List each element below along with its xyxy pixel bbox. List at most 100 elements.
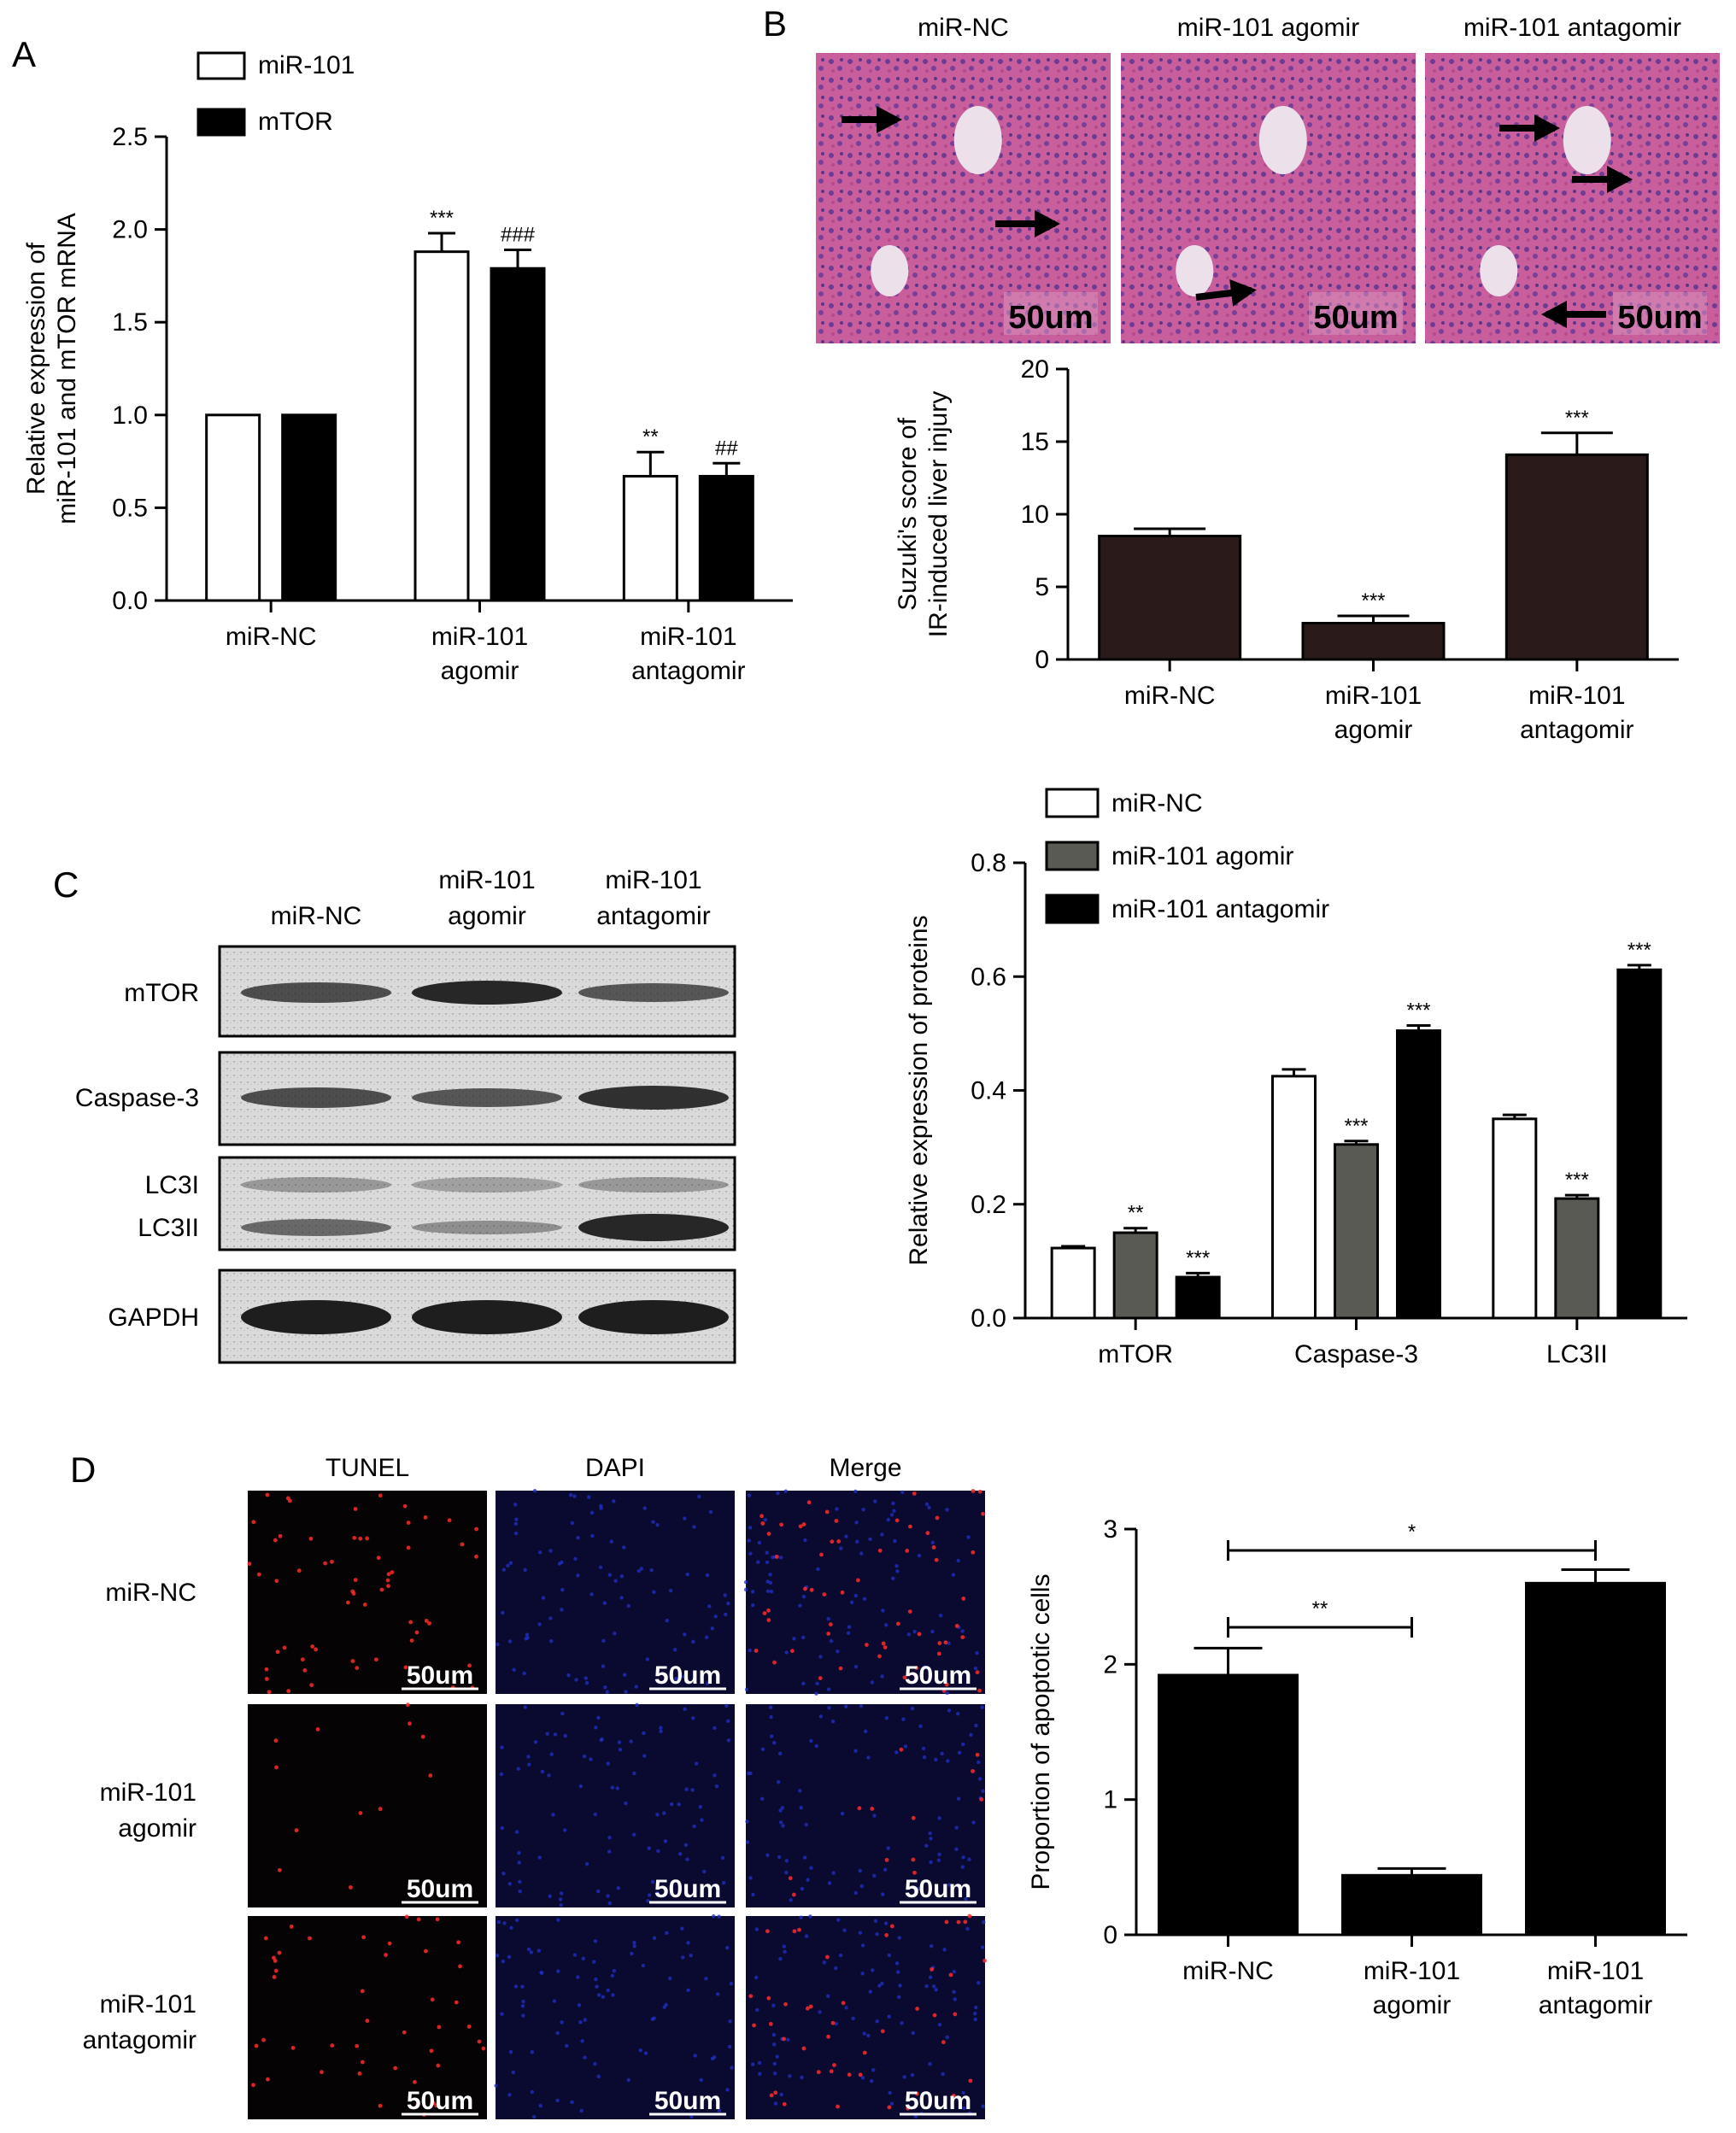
dapi-nucleus: [560, 1560, 564, 1565]
tunel-positive-cell: [774, 1555, 779, 1559]
dapi-nucleus: [501, 1872, 506, 1876]
bar: [1554, 1197, 1600, 1320]
tunel-positive-cell: [430, 1997, 435, 2002]
dapi-nucleus: [570, 1521, 575, 1526]
dapi-nucleus: [928, 2062, 932, 2066]
dapi-nucleus: [781, 1824, 785, 1828]
y-tick-label: 20: [1021, 355, 1049, 384]
dapi-nucleus: [779, 2092, 783, 2097]
dapi-nucleus: [713, 1773, 717, 1778]
tunel-positive-cell: [822, 1592, 827, 1597]
tunel-positive-cell: [782, 2101, 787, 2107]
blot-lane-label: miR-101: [438, 866, 535, 894]
tunel-positive-cell: [379, 1587, 384, 1592]
tunel-positive-cell: [424, 1618, 429, 1623]
tunel-positive-cell: [803, 1586, 807, 1591]
dapi-nucleus: [603, 1685, 607, 1690]
dapi-nucleus: [617, 1740, 622, 1744]
scale-bar-label: 50um: [1617, 300, 1702, 336]
blot-band: [241, 1087, 391, 1108]
dapi-nucleus: [973, 2012, 977, 2016]
tunel-positive-cell: [286, 1689, 291, 1693]
legend-swatch: [1045, 788, 1100, 818]
dapi-nucleus: [636, 1568, 641, 1573]
dapi-nucleus: [583, 2055, 587, 2060]
dapi-nucleus: [745, 1840, 750, 1844]
dapi-nucleus: [730, 2066, 734, 2070]
dapi-nucleus: [622, 1545, 626, 1550]
tunel-positive-cell: [788, 1876, 793, 1881]
dapi-nucleus: [523, 1568, 527, 1573]
tunel-positive-cell: [355, 1666, 360, 1671]
dapi-nucleus: [936, 1858, 941, 1862]
dapi-nucleus: [663, 1839, 668, 1843]
y-tick-label: 15: [1021, 428, 1049, 456]
he-stain-images: miR-NC 50um miR-101 agomir 50um miR-101 anta…: [816, 14, 1720, 343]
dapi-nucleus: [952, 1989, 956, 1995]
dapi-nucleus: [639, 1567, 644, 1571]
tunel-positive-cell: [423, 1515, 428, 1520]
vessel-lumen: [1176, 245, 1214, 296]
dapi-nucleus: [964, 1896, 968, 1902]
tunel-positive-cell: [877, 1548, 883, 1553]
dapi-nucleus: [668, 1588, 673, 1593]
dapi-nucleus: [827, 1706, 831, 1710]
tunel-positive-cell: [412, 2079, 417, 2084]
bar: [281, 413, 337, 602]
y-axis-label: Relative expression of: [22, 242, 50, 495]
dapi-nucleus: [858, 1931, 863, 1935]
dapi-nucleus: [713, 1726, 717, 1731]
dapi-nucleus: [849, 1600, 854, 1604]
dapi-nucleus: [834, 2021, 838, 2026]
dapi-nucleus: [818, 2010, 822, 2014]
dapi-nucleus: [835, 1507, 839, 1511]
dapi-nucleus: [518, 1879, 522, 1884]
dapi-nucleus: [947, 1883, 952, 1887]
dapi-nucleus: [765, 1589, 771, 1593]
tunel-positive-cell: [308, 1536, 314, 1541]
dapi-nucleus: [902, 2075, 906, 2079]
tunel-positive-cell: [765, 1929, 770, 1934]
tunel-positive-cell: [841, 2001, 846, 2006]
dapi-nucleus: [686, 1988, 690, 1992]
dapi-nucleus: [613, 1579, 618, 1583]
tunel-positive-cell: [454, 2000, 459, 2005]
tunel-positive-cell: [954, 1624, 959, 1628]
scale-bar-label: 50um: [654, 1661, 721, 1690]
dapi-nucleus: [511, 2070, 515, 2075]
dapi-nucleus: [952, 1970, 957, 1974]
tunel-positive-cell: [905, 1549, 910, 1553]
tunel-positive-cell: [887, 2105, 892, 2110]
dapi-nucleus: [684, 1787, 689, 1791]
dapi-nucleus: [826, 1994, 830, 1998]
dapi-nucleus: [840, 1811, 845, 1816]
tunel-positive-cell: [816, 2070, 821, 2075]
dapi-nucleus: [541, 1596, 546, 1600]
y-tick-label: 1: [1103, 1786, 1117, 1814]
tunel-positive-cell: [420, 1734, 425, 1739]
dapi-nucleus: [596, 1993, 601, 1997]
bar: [1616, 968, 1663, 1320]
blot-row-label: LC3II: [138, 1214, 199, 1242]
dapi-nucleus: [652, 1590, 656, 1594]
dapi-nucleus: [777, 1855, 782, 1860]
tunel-positive-cell: [826, 2034, 830, 2039]
tunel-positive-cell: [406, 1521, 411, 1525]
dapi-nucleus: [771, 2042, 777, 2047]
dapi-nucleus: [726, 1719, 730, 1723]
tunel-positive-cell: [789, 1649, 795, 1654]
dapi-nucleus: [514, 1517, 519, 1521]
dapi-nucleus: [927, 1505, 931, 1510]
dapi-nucleus: [558, 1897, 563, 1902]
dapi-nucleus: [647, 1893, 652, 1897]
dapi-nucleus: [592, 1960, 596, 1964]
tunel-positive-cell: [937, 1641, 942, 1645]
dapi-nucleus: [872, 1873, 877, 1878]
dapi-nucleus: [946, 1759, 950, 1763]
dapi-nucleus: [798, 1603, 802, 1608]
dapi-nucleus: [922, 1755, 927, 1760]
dapi-nucleus: [772, 1741, 777, 1745]
dapi-nucleus: [727, 2044, 732, 2049]
dapi-nucleus: [806, 1878, 810, 1882]
dapi-nucleus: [780, 1806, 785, 1810]
